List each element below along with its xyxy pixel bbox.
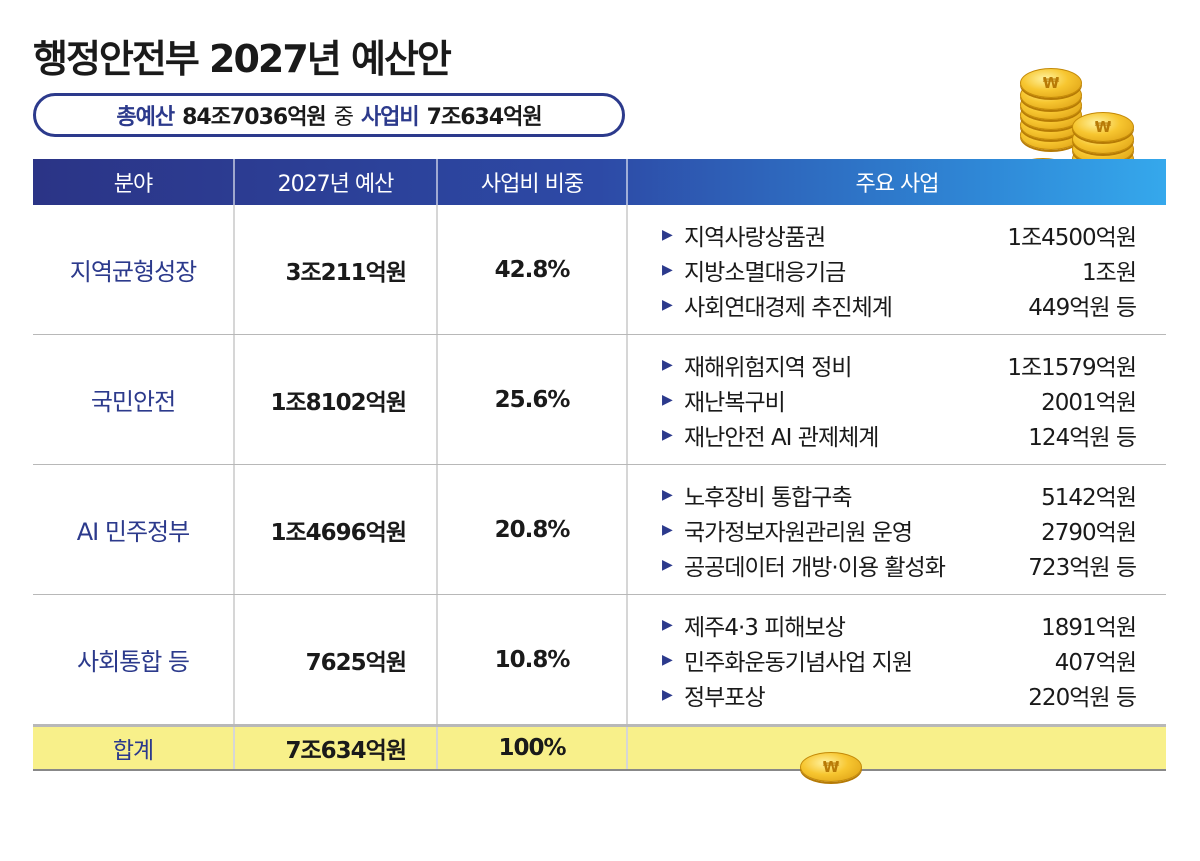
header-projects: 주요 사업 [855, 172, 940, 197]
project-item: ▶ 재난복구비 2001억원 [662, 382, 1137, 417]
triangle-right-icon: ▶ [662, 426, 673, 443]
triangle-right-icon: ▶ [662, 521, 673, 538]
project-item: ▶ 사회연대경제 추진체계 449억원 등 [662, 287, 1137, 322]
project-item: ▶ 노후장비 통합구축 5142억원 [662, 477, 1137, 512]
project-item: ▶ 지방소멸대응기금 1조원 [662, 252, 1137, 287]
total-empty [628, 727, 1166, 769]
project-name: 지역사랑상품권 [684, 224, 826, 251]
total-label: 합계 [33, 727, 235, 769]
triangle-right-icon: ▶ [662, 296, 673, 313]
won-coin-icon: ₩ [800, 752, 862, 782]
triangle-right-icon: ▶ [662, 616, 673, 633]
project-name: 재난안전 AI 관제체계 [684, 424, 879, 451]
project-amount: 1조원 [1082, 259, 1137, 286]
triangle-right-icon: ▶ [662, 356, 673, 373]
project-amount: 407억원 [1054, 649, 1137, 676]
row-projects: ▶ 제주4·3 피해보상 1891억원 ▶ 민주화운동기념사업 지원 407억원 ▶ 정부포상… [628, 595, 1166, 724]
project-item: ▶ 재해위험지역 정비 1조1579억원 [662, 347, 1137, 382]
row-budget: 1조4696억원 [235, 465, 438, 594]
triangle-right-icon: ▶ [662, 651, 673, 668]
triangle-right-icon: ▶ [662, 391, 673, 408]
page-title: 행정안전부 2027년 예산안 [33, 37, 452, 81]
summary-value-project: 7조634억원 [426, 105, 543, 130]
project-name: 노후장비 통합구축 [684, 484, 853, 511]
project-amount: 1조4500억원 [1007, 224, 1137, 251]
project-amount: 723억원 등 [1028, 554, 1137, 581]
project-name: 정부포상 [684, 684, 766, 711]
project-amount: 2001억원 [1041, 389, 1137, 416]
project-amount: 449억원 등 [1028, 294, 1137, 321]
project-amount: 5142억원 [1041, 484, 1137, 511]
project-amount: 124억원 등 [1028, 424, 1137, 451]
triangle-right-icon: ▶ [662, 556, 673, 573]
row-projects: ▶ 노후장비 통합구축 5142억원 ▶ 국가정보자원관리원 운영 2790억원 ▶ 공공데이… [628, 465, 1166, 594]
triangle-right-icon: ▶ [662, 486, 673, 503]
summary-label-total: 총예산 [116, 105, 175, 130]
header-field: 분야 [33, 159, 235, 205]
triangle-right-icon: ▶ [662, 261, 673, 278]
coin-stack-icon: ₩ ₩ [1020, 62, 1170, 192]
project-name: 사회연대경제 추진체계 [684, 294, 893, 321]
table-row: 지역균형성장 3조211억원 42.8% ▶ 지역사랑상품권 1조4500억원 ▶ 지방소멸대… [33, 205, 1166, 335]
budget-table: 분야 2027년 예산 사업비 비중 주요 사업 지역균형성장 3조211억원 42… [33, 159, 1166, 771]
table-row: AI 민주정부 1조4696억원 20.8% ▶ 노후장비 통합구축 5142억원 ▶ 국가정… [33, 465, 1166, 595]
project-item: ▶ 정부포상 220억원 등 [662, 677, 1137, 712]
project-name: 재난복구비 [684, 389, 786, 416]
summary-value-total: 84조7036억원 [182, 105, 327, 130]
project-name: 제주4·3 피해보상 [684, 614, 846, 641]
row-projects: ▶ 재해위험지역 정비 1조1579억원 ▶ 재난복구비 2001억원 ▶ 재난안전 AI 관… [628, 335, 1166, 464]
row-field: AI 민주정부 [33, 465, 235, 594]
project-name: 재해위험지역 정비 [684, 354, 853, 381]
project-name: 국가정보자원관리원 운영 [684, 519, 913, 546]
row-field: 국민안전 [33, 335, 235, 464]
won-coin-icon: ₩ [1072, 112, 1134, 142]
project-name: 민주화운동기념사업 지원 [684, 649, 913, 676]
header-ratio: 사업비 비중 [438, 159, 628, 205]
header-budget: 2027년 예산 [235, 159, 438, 205]
row-budget: 7625억원 [235, 595, 438, 724]
project-item: ▶ 국가정보자원관리원 운영 2790억원 [662, 512, 1137, 547]
project-item: ▶ 지역사랑상품권 1조4500억원 [662, 217, 1137, 252]
won-coin-icon: ₩ [1020, 68, 1082, 98]
row-budget: 3조211억원 [235, 205, 438, 334]
summary-mid: 중 [333, 105, 354, 130]
project-amount: 220억원 등 [1028, 684, 1137, 711]
total-budget: 7조634억원 [235, 727, 438, 769]
total-row: 합계 7조634억원 100% [33, 725, 1166, 771]
triangle-right-icon: ▶ [662, 686, 673, 703]
row-field: 사회통합 등 [33, 595, 235, 724]
row-ratio: 10.8% [438, 595, 628, 724]
row-projects: ▶ 지역사랑상품권 1조4500억원 ▶ 지방소멸대응기금 1조원 ▶ 사회연대경제 추진체계… [628, 205, 1166, 334]
project-amount: 1조1579억원 [1007, 354, 1137, 381]
row-budget: 1조8102억원 [235, 335, 438, 464]
triangle-right-icon: ▶ [662, 226, 673, 243]
row-ratio: 20.8% [438, 465, 628, 594]
row-field: 지역균형성장 [33, 205, 235, 334]
project-name: 공공데이터 개방·이용 활성화 [684, 554, 946, 581]
project-amount: 1891억원 [1041, 614, 1137, 641]
row-ratio: 25.6% [438, 335, 628, 464]
summary-label-project: 사업비 [360, 105, 420, 130]
summary-pill: 총예산 84조7036억원 중 사업비 7조634억원 [33, 93, 625, 137]
project-item: ▶ 민주화운동기념사업 지원 407억원 [662, 642, 1137, 677]
project-item: ▶ 제주4·3 피해보상 1891억원 [662, 607, 1137, 642]
project-amount: 2790억원 [1041, 519, 1137, 546]
row-ratio: 42.8% [438, 205, 628, 334]
project-name: 지방소멸대응기금 [684, 259, 846, 286]
project-item: ▶ 재난안전 AI 관제체계 124억원 등 [662, 417, 1137, 452]
table-row: 국민안전 1조8102억원 25.6% ▶ 재해위험지역 정비 1조1579억원 ▶ 재난복구… [33, 335, 1166, 465]
table-row: 사회통합 등 7625억원 10.8% ▶ 제주4·3 피해보상 1891억원 ▶ 민주화운동… [33, 595, 1166, 725]
table-header: 분야 2027년 예산 사업비 비중 주요 사업 [33, 159, 1166, 205]
total-ratio: 100% [438, 727, 628, 769]
project-item: ▶ 공공데이터 개방·이용 활성화 723억원 등 [662, 547, 1137, 582]
